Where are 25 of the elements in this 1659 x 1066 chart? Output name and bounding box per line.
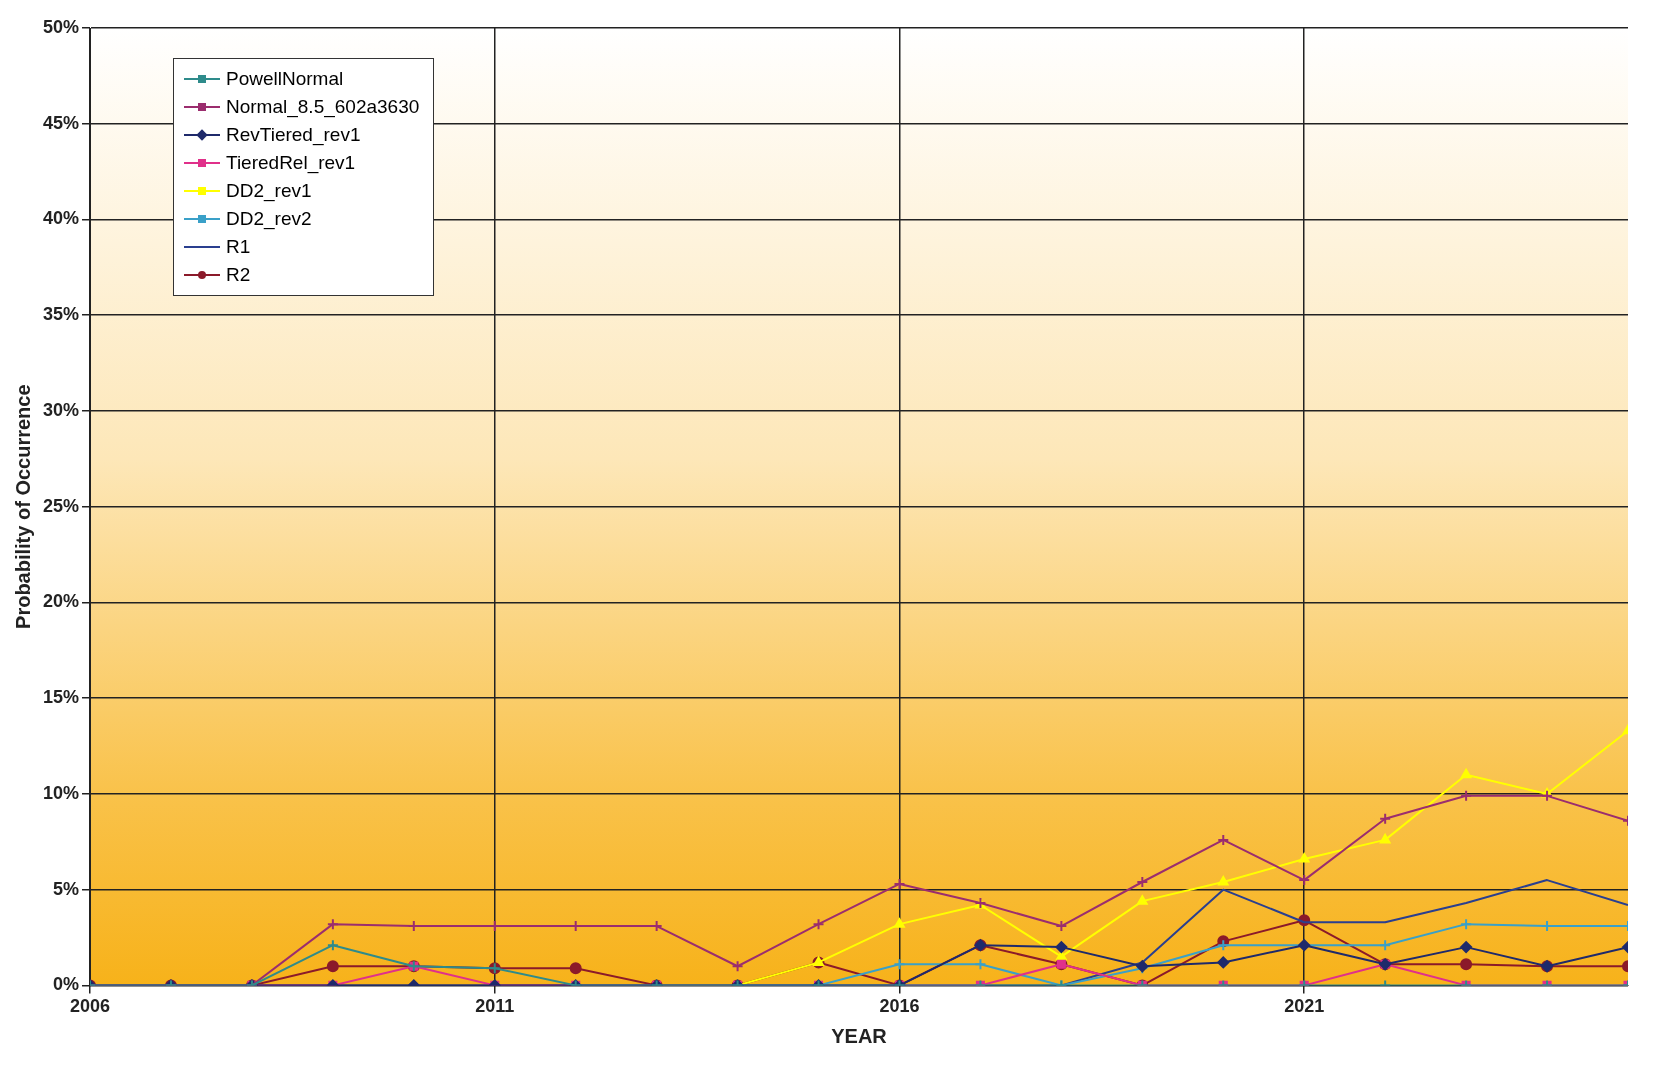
legend-label: R2 [226,264,251,286]
legend-label: R1 [226,236,251,258]
y-axis-title: Probability of Occurrence [11,384,34,629]
y-tick-label: 30% [43,399,80,420]
legend-label: TieredRel_rev1 [226,152,356,174]
y-tick-label: 35% [43,304,80,325]
y-tick-label: 10% [43,782,80,803]
x-axis-title: YEAR [831,1024,888,1047]
x-tick-label: 2011 [475,996,515,1017]
y-tick-label: 25% [43,495,80,516]
y-tick-label: 50% [43,16,80,37]
legend-label: PowellNormal [226,68,344,90]
y-tick-label: 5% [53,878,80,899]
legend-label: DD2_rev1 [226,180,312,202]
legend-label: DD2_rev2 [226,208,312,230]
y-tick-label: 0% [53,974,80,995]
y-tick-label: 15% [43,687,80,708]
y-tick-label: 40% [43,208,80,229]
x-tick-label: 2016 [879,996,920,1017]
legend-label: Normal_8.5_602a3630 [226,96,420,118]
legend-label: RevTiered_rev1 [226,124,361,146]
x-tick-label: 2006 [70,996,111,1017]
x-tick-label: 2021 [1284,996,1325,1017]
y-tick-label: 20% [43,591,80,612]
y-tick-label: 45% [43,112,80,133]
